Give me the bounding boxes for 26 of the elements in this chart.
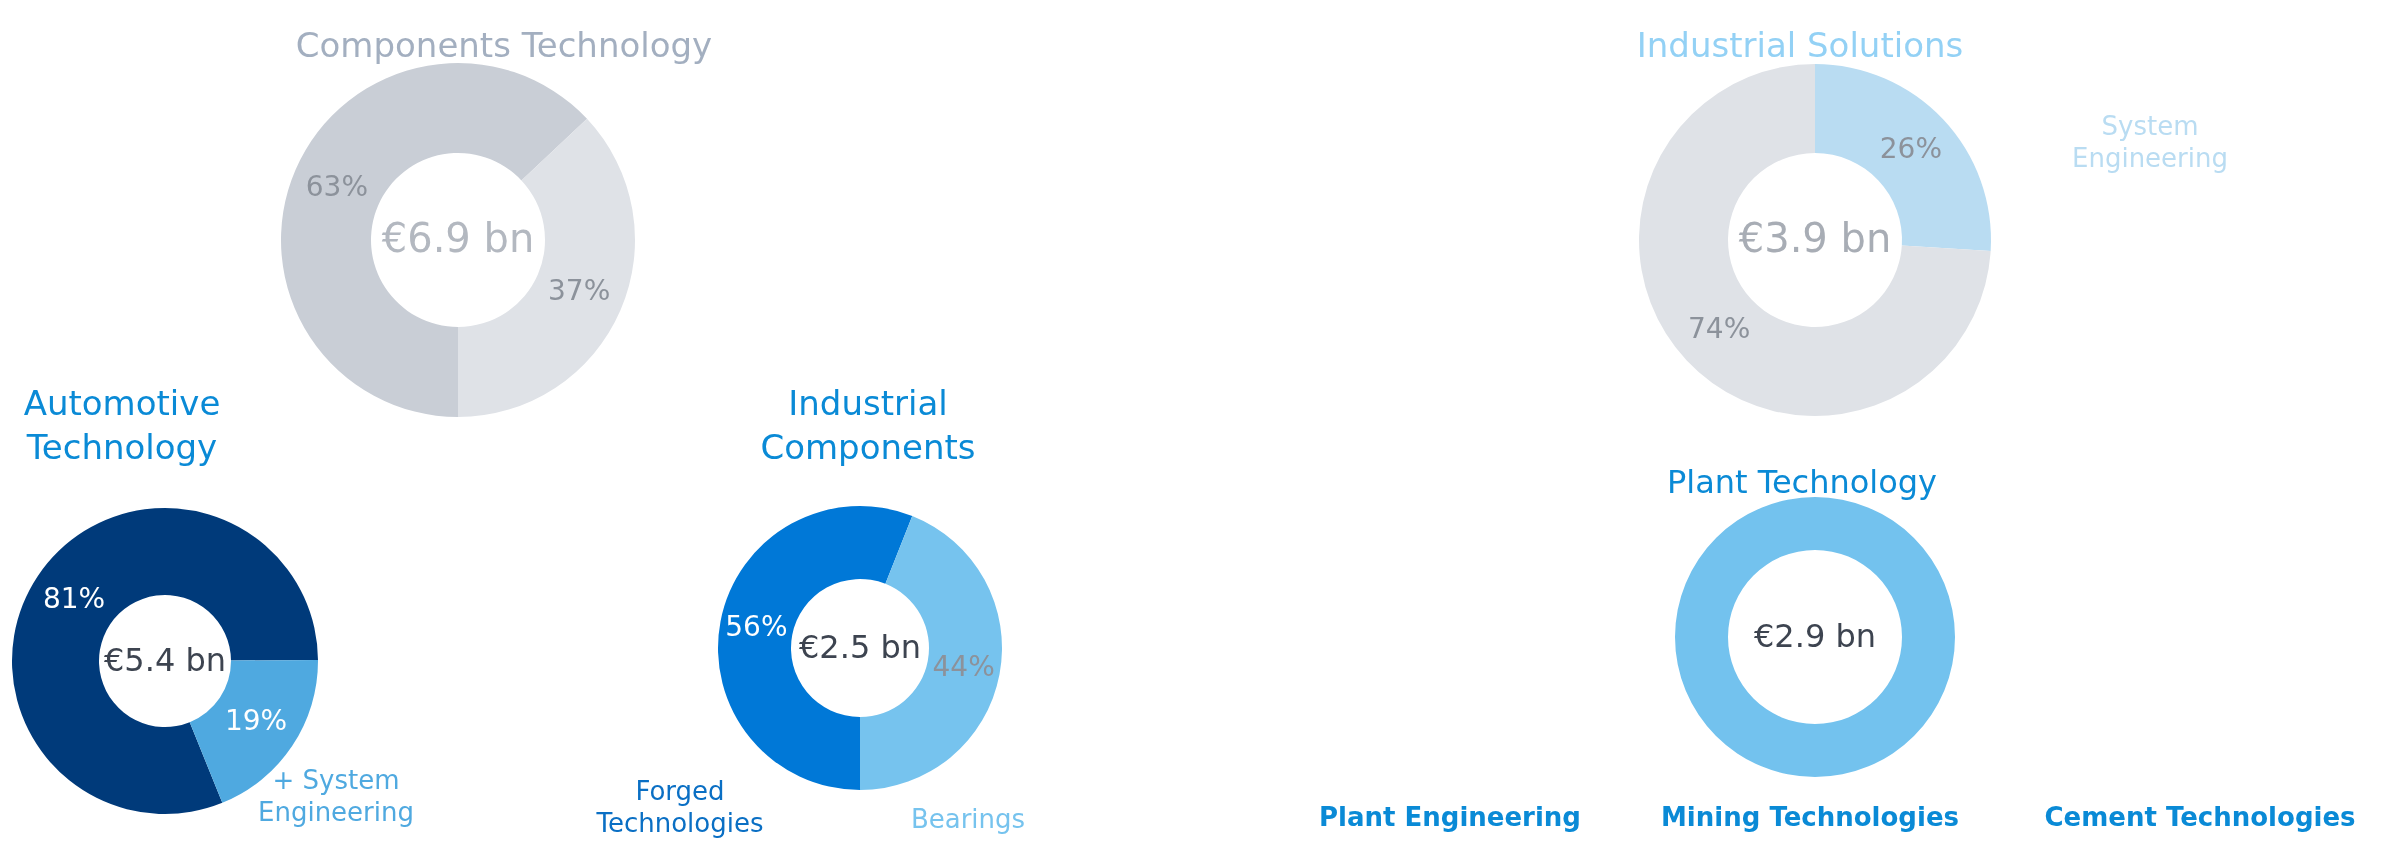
data-label: 81% xyxy=(42,582,106,616)
chart-title: Components Technology xyxy=(295,25,713,65)
text: €3.9 bn xyxy=(1738,215,1892,261)
data-label: 44% xyxy=(932,649,995,683)
data-label: 74% xyxy=(1688,312,1751,346)
slice-label: Forged Technologies xyxy=(595,776,764,838)
text: Mining Technologies xyxy=(1661,802,1959,832)
text: €2.5 bn xyxy=(798,628,922,666)
text: €2.9 bn xyxy=(1753,617,1877,655)
text: Plant Engineering xyxy=(1319,802,1581,832)
data-label: 19% xyxy=(224,703,288,737)
chart-title: Plant Technology xyxy=(1666,463,1938,501)
slice-label: Bearings xyxy=(910,804,1026,834)
data-label: 26% xyxy=(1879,131,1942,165)
slice-label: System Engineering xyxy=(2072,111,2228,173)
text: €5.4 bn xyxy=(103,641,227,679)
slice-label: + System Engineering xyxy=(258,765,414,827)
chart-title: Automotive Technology xyxy=(23,383,221,468)
donut-slice xyxy=(1639,64,1991,416)
chart-title: Industrial Components xyxy=(760,383,976,468)
text: €6.9 bn xyxy=(381,215,535,261)
data-label: 63% xyxy=(305,169,368,203)
data-label: 56% xyxy=(725,610,788,644)
text: Cement Technologies xyxy=(2044,802,2356,832)
data-label: 37% xyxy=(548,274,611,308)
chart-title: Industrial Solutions xyxy=(1636,25,1964,65)
